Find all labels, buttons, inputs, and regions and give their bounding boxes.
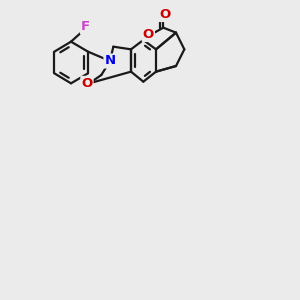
Text: O: O xyxy=(159,8,170,21)
Text: F: F xyxy=(81,20,90,34)
Text: O: O xyxy=(81,77,93,90)
Text: O: O xyxy=(143,28,154,41)
Text: N: N xyxy=(104,55,116,68)
